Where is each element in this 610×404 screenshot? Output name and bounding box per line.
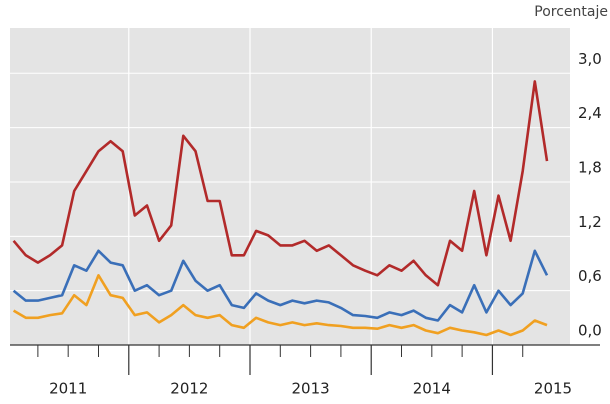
x-tick-label: 2014 (413, 380, 451, 398)
y-tick-label: 3,0 (578, 50, 602, 68)
y-axis-label: Porcentaje (534, 4, 608, 20)
x-tick-label: 2013 (292, 380, 330, 398)
series-line (12, 249, 549, 322)
plot-background (10, 28, 570, 345)
y-tick-label: 1,2 (578, 213, 602, 231)
series-line (12, 274, 548, 337)
y-tick-label: 2,4 (578, 104, 602, 122)
x-tick-label: 2015 (534, 380, 572, 398)
y-tick-label: 1,8 (578, 158, 602, 176)
y-tick-label: 0,6 (578, 267, 602, 285)
y-tick-label: 0,0 (578, 322, 602, 340)
x-tick-label: 2012 (170, 380, 208, 398)
x-tick-label: 2011 (49, 380, 87, 398)
series-line (12, 80, 549, 287)
